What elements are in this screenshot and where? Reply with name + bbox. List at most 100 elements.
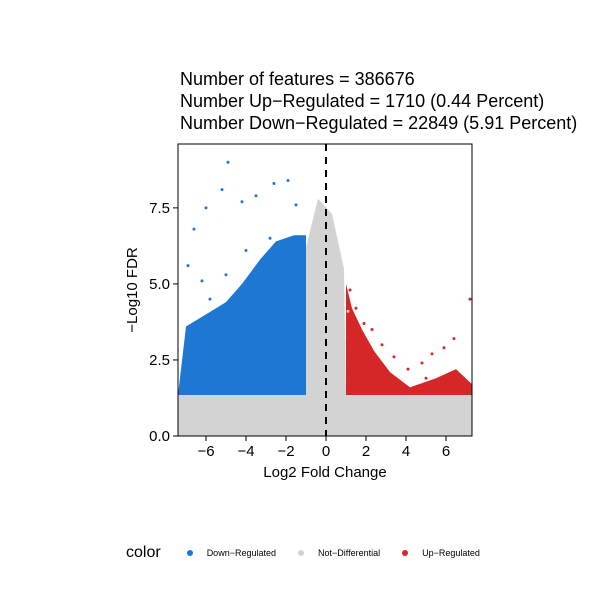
legend-swatch <box>298 550 304 556</box>
data-point <box>184 361 188 365</box>
data-point <box>394 413 398 417</box>
data-point <box>280 242 284 246</box>
data-point <box>244 248 248 252</box>
data-point <box>302 388 306 392</box>
data-point <box>364 376 368 380</box>
data-point <box>416 416 420 420</box>
data-point <box>374 407 378 411</box>
legend: color Down−Regulated Not−Differential Up… <box>126 543 502 563</box>
chart-title-line-2: Number Up−Regulated = 1710 (0.44 Percent… <box>180 91 545 111</box>
chart-title-line-3: Number Down−Regulated = 22849 (5.91 Perc… <box>180 113 578 133</box>
data-point <box>186 264 190 268</box>
data-point <box>324 425 328 429</box>
data-point <box>282 373 286 377</box>
data-point <box>440 419 444 423</box>
data-point <box>392 355 396 359</box>
data-point <box>452 337 456 341</box>
data-point <box>260 258 264 262</box>
data-point <box>420 361 424 365</box>
plot-border <box>177 143 473 437</box>
data-point <box>308 282 312 286</box>
legend-label: Down−Regulated <box>206 548 276 558</box>
legend-item-up-regulated: Up−Regulated <box>402 548 480 558</box>
data-point <box>314 245 318 249</box>
data-point <box>346 309 350 313</box>
data-point <box>336 267 340 271</box>
data-point <box>424 376 428 380</box>
data-point <box>220 188 224 192</box>
data-point <box>332 294 336 298</box>
data-point <box>252 367 256 371</box>
data-point <box>272 182 276 186</box>
data-point <box>238 331 242 335</box>
data-point <box>400 388 404 392</box>
data-point <box>204 206 208 210</box>
data-point <box>318 206 322 210</box>
data-points <box>184 160 472 432</box>
data-point <box>214 321 218 325</box>
data-point <box>294 203 298 207</box>
x-tick-label: 4 <box>402 443 410 460</box>
x-tick-label: −6 <box>197 443 214 460</box>
data-point <box>204 428 208 432</box>
data-point <box>192 227 196 231</box>
data-point <box>352 385 356 389</box>
data-point <box>304 416 308 420</box>
data-point <box>254 194 258 198</box>
data-point <box>342 340 346 344</box>
data-point <box>266 382 270 386</box>
data-point <box>214 404 218 408</box>
data-point <box>384 425 388 429</box>
data-point <box>268 236 272 240</box>
legend-item-not-differential: Not−Differential <box>298 548 380 558</box>
data-point <box>436 385 440 389</box>
down-regulated-band <box>178 235 306 395</box>
data-point <box>254 422 258 426</box>
data-point <box>362 321 366 325</box>
data-point <box>206 385 210 389</box>
data-point <box>208 297 212 301</box>
chart-title-line-1: Number of features = 386676 <box>180 69 415 89</box>
data-point <box>430 352 434 356</box>
y-tick-label: 7.5 <box>149 200 170 217</box>
data-point <box>354 306 358 310</box>
x-axis-label: Log2 Fold Change <box>263 464 386 481</box>
data-point <box>196 337 200 341</box>
data-point <box>234 306 238 310</box>
x-tick-label: 0 <box>322 443 330 460</box>
x-tick-label: −4 <box>237 443 254 460</box>
data-point <box>188 398 192 401</box>
legend-title: color <box>126 544 161 561</box>
data-point <box>328 227 332 231</box>
x-tick-label: 6 <box>442 443 450 460</box>
data-point <box>442 346 446 350</box>
data-point <box>424 428 428 432</box>
data-point <box>468 297 472 301</box>
data-point <box>412 385 416 389</box>
legend-label: Not−Differential <box>318 548 381 558</box>
data-point <box>258 309 262 313</box>
y-tick-label: 2.5 <box>149 352 170 369</box>
data-point <box>288 282 292 286</box>
x-tick-label: −2 <box>277 443 294 460</box>
data-point <box>458 385 462 389</box>
data-point <box>348 288 352 292</box>
data-point <box>300 349 304 353</box>
data-point <box>292 328 296 332</box>
data-point <box>380 343 384 347</box>
data-point <box>370 328 374 332</box>
y-tick-label: 0.0 <box>149 428 170 445</box>
data-point <box>298 306 302 310</box>
data-point <box>406 367 410 371</box>
up-regulated-band <box>346 283 472 395</box>
data-point <box>376 388 380 392</box>
data-point <box>296 385 300 389</box>
x-tick-label: 2 <box>362 443 370 460</box>
legend-label: Up−Regulated <box>422 548 480 558</box>
data-point <box>228 376 232 380</box>
data-point <box>274 343 278 347</box>
data-point <box>224 273 228 277</box>
data-point <box>200 279 204 283</box>
data-point <box>320 318 324 322</box>
